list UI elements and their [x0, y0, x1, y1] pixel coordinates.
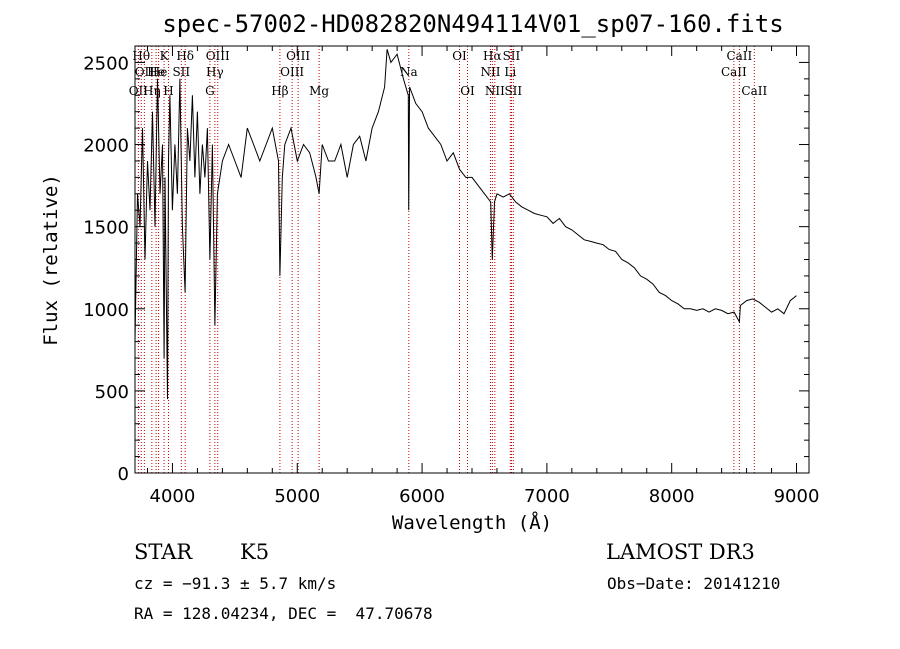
marker-label: Hδ — [176, 49, 194, 63]
marker-label: SII — [504, 84, 522, 98]
chart-title: spec-57002-HD082820N494114V01_sp07-160.f… — [162, 10, 783, 38]
marker-label: Hγ — [206, 65, 224, 79]
marker-label: G — [205, 84, 215, 98]
marker-label: Na — [400, 65, 418, 79]
marker-label: OI — [460, 84, 475, 98]
object-subclass: K5 — [240, 540, 270, 564]
marker-label: Li — [504, 65, 516, 79]
x-tick-label: 7000 — [524, 486, 570, 507]
marker-label: OII — [135, 65, 155, 79]
marker-label: K — [160, 49, 170, 63]
marker-label: SII — [503, 49, 521, 63]
marker-label: NII — [485, 84, 505, 98]
marker-label: Hβ — [271, 84, 288, 98]
survey-name: LAMOST DR3 — [606, 540, 755, 564]
x-tick-label: 6000 — [399, 486, 445, 507]
line-markers: OIIHθOIIHηHeHeKHSIIHδGHγOIIIHβOIIIOIIIMg… — [129, 46, 767, 473]
marker-label: SII — [172, 65, 190, 79]
plot-frame — [134, 45, 810, 474]
y-tick-label: 500 — [95, 382, 129, 403]
marker-label: He — [147, 65, 165, 79]
marker-label: OIII — [280, 65, 304, 79]
x-axis-label: Wavelength (Å) — [392, 511, 552, 534]
x-tick-label: 9000 — [774, 486, 820, 507]
x-tick-label: 8000 — [649, 486, 695, 507]
marker-label: Hθ — [132, 49, 150, 63]
marker-label: Hα — [483, 49, 502, 63]
y-tick-label: 0 — [118, 464, 129, 485]
x-tick-label: 5000 — [274, 486, 320, 507]
marker-label: He — [150, 65, 168, 79]
redshift-cz: cz = −91.3 ± 5.7 km/s — [134, 574, 337, 593]
y-tick-label: 1500 — [83, 218, 129, 239]
object-class: STAR — [134, 540, 193, 564]
marker-label: CaII — [741, 84, 767, 98]
coordinates: RA = 128.04234, DEC = 47.70678 — [134, 604, 433, 623]
marker-label: OIII — [286, 49, 310, 63]
x-axis-ticks: 4000 5000 6000 7000 8000 9000 — [146, 46, 820, 507]
y-tick-label: 2500 — [83, 53, 129, 74]
observation-date: Obs−Date: 20141210 — [607, 574, 781, 593]
y-axis-ticks: 0 500 1000 1500 2000 2500 — [83, 53, 809, 485]
marker-label: H — [163, 84, 173, 98]
marker-label: NII — [480, 65, 500, 79]
y-tick-label: 1000 — [83, 300, 129, 321]
marker-label: OIII — [206, 49, 230, 63]
marker-label: Mg — [309, 84, 329, 98]
x-tick-label: 4000 — [150, 486, 196, 507]
marker-label: OII — [129, 84, 149, 98]
y-tick-label: 2000 — [83, 136, 129, 157]
y-axis-label: Flux (relative) — [40, 174, 62, 346]
marker-label: CaII — [726, 49, 752, 63]
marker-label: OI — [452, 49, 467, 63]
spectrum-line — [134, 49, 797, 400]
marker-label: CaII — [721, 65, 747, 79]
